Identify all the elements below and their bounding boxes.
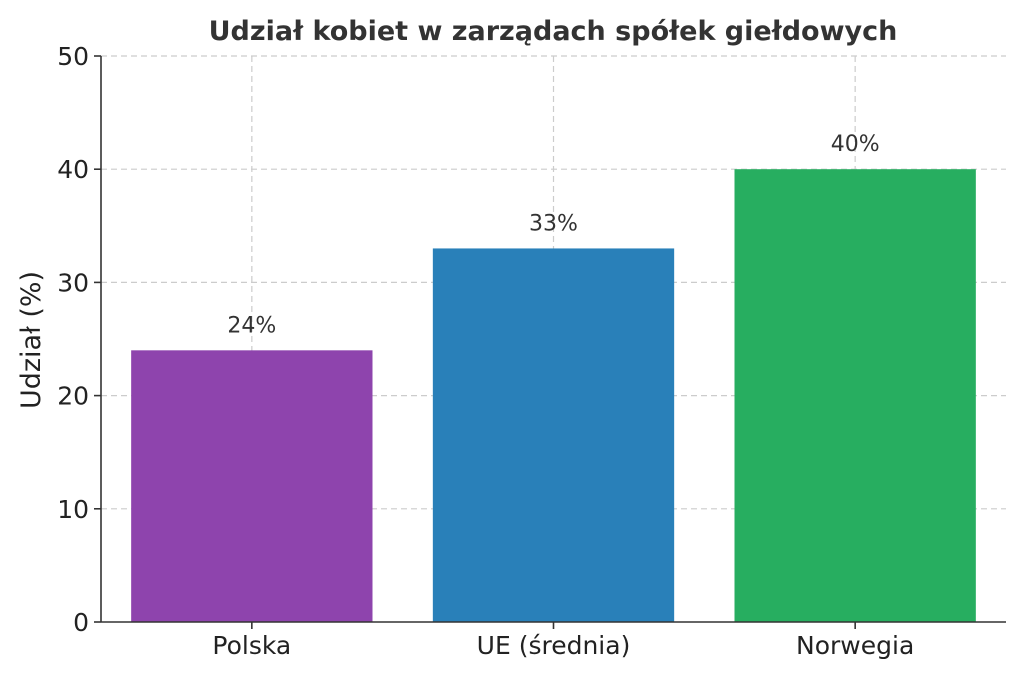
y-tick-label: 30 [57, 268, 89, 297]
y-axis-label: Udział (%) [16, 271, 47, 409]
data-label: 33% [529, 211, 578, 236]
chart-title: Udział kobiet w zarządach spółek giełdow… [209, 16, 898, 47]
x-tick-label: Polska [212, 631, 291, 660]
bars-layer [131, 169, 976, 622]
x-tick-label: UE (średnia) [477, 631, 631, 660]
data-label: 24% [227, 313, 276, 338]
y-tick-label: 0 [73, 608, 89, 637]
ticks-layer: 0 10 20 30 40 50 Polska UE (średnia) Norwegia [57, 42, 914, 660]
bar [432, 248, 675, 622]
data-label: 40% [831, 132, 880, 157]
y-tick-label: 50 [57, 42, 89, 71]
bar [734, 169, 976, 622]
y-tick-label: 10 [57, 495, 89, 524]
y-tick-label: 40 [57, 155, 89, 184]
data-labels-layer: 24% 33% 40% [227, 132, 879, 338]
bar [131, 350, 373, 622]
y-tick-label: 20 [57, 382, 89, 411]
x-tick-label: Norwegia [796, 631, 914, 660]
